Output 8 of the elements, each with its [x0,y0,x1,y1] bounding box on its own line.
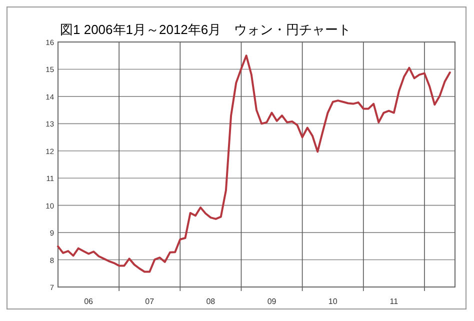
x-tick-label: 10 [328,297,338,306]
x-tick-label: 07 [145,297,155,306]
x-tick-label: 11 [390,297,399,306]
x-tick-label: 08 [206,297,216,306]
x-tick-label: 06 [84,297,94,306]
chart-title: 図1 2006年1月～2012年6月 ウォン・円チャート [60,22,352,37]
line-series [57,54,451,273]
x-tick-label: 09 [267,297,277,306]
